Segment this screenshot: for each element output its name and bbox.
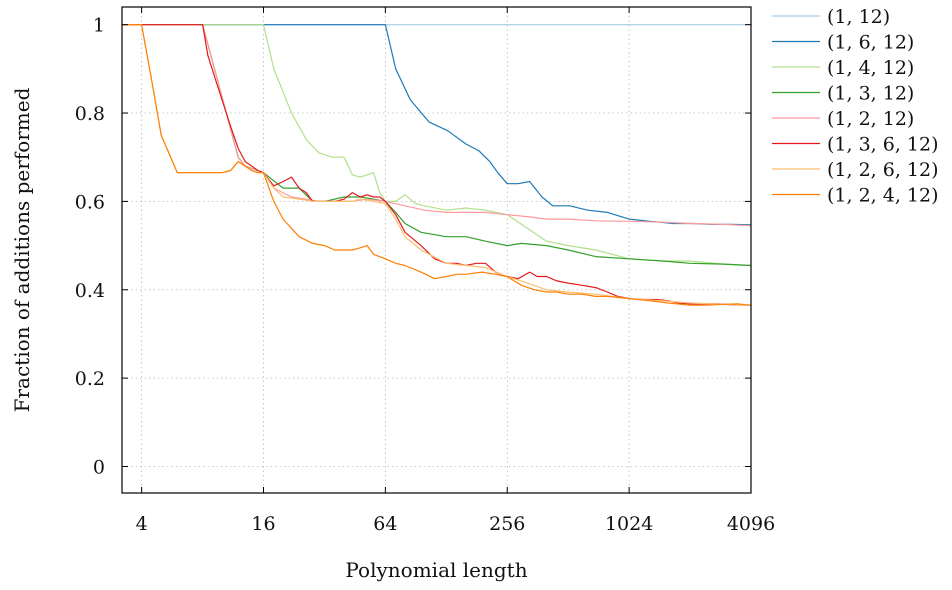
axis-ticks: 4 16 64 256 1024 4096 0 0.2 0.4 0.6 0.8 1 <box>75 7 775 535</box>
legend-label: (1, 3, 6, 12) <box>827 134 939 156</box>
y-tick-label: 0 <box>93 456 105 478</box>
y-tick-label: 0.4 <box>75 280 105 302</box>
legend-label: (1, 12) <box>827 6 890 28</box>
series-line <box>122 25 751 306</box>
series-line <box>122 25 751 306</box>
legend-label: (1, 2, 4, 12) <box>827 185 939 207</box>
grid <box>122 7 751 493</box>
legend-label: (1, 2, 12) <box>827 108 914 130</box>
y-tick-label: 0.6 <box>75 191 105 213</box>
x-tick-label: 256 <box>489 513 525 535</box>
x-tick-label: 16 <box>251 513 275 535</box>
x-tick-label: 64 <box>373 513 397 535</box>
x-tick-label: 4 <box>136 513 148 535</box>
legend-label: (1, 4, 12) <box>827 57 914 79</box>
series-line <box>122 25 751 225</box>
series-line <box>122 25 751 306</box>
legend-label: (1, 3, 12) <box>827 83 914 105</box>
y-tick-label: 0.2 <box>75 368 105 390</box>
legend: (1, 12) (1, 6, 12) (1, 4, 12) (1, 3, 12) (1,… <box>772 6 939 207</box>
legend-label: (1, 2, 6, 12) <box>827 159 939 181</box>
y-axis-title: Fraction of additions performed <box>10 87 34 412</box>
series-line <box>122 25 751 266</box>
x-tick-label: 4096 <box>727 513 775 535</box>
series-line <box>122 25 751 266</box>
series-lines <box>122 25 751 306</box>
plot-frame <box>122 7 751 493</box>
x-tick-label: 1024 <box>605 513 653 535</box>
y-tick-label: 1 <box>93 15 105 37</box>
x-axis-title: Polynomial length <box>345 558 527 582</box>
legend-label: (1, 6, 12) <box>827 32 914 54</box>
y-tick-label: 0.8 <box>75 103 105 125</box>
